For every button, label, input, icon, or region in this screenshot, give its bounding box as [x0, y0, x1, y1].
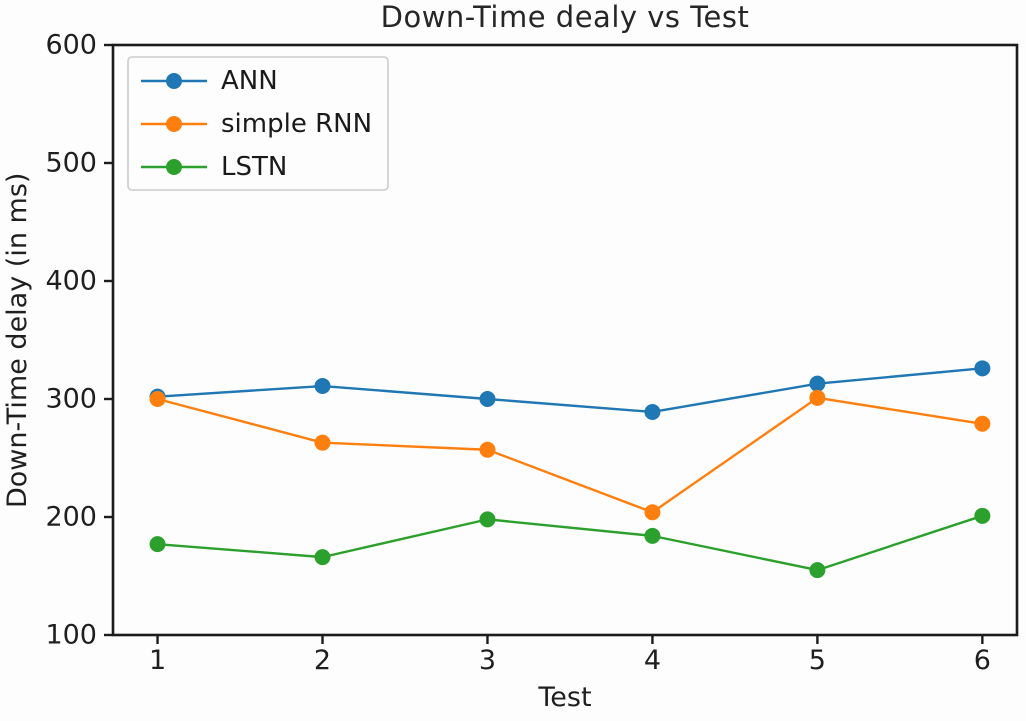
series-simple-rnn [149, 389, 991, 521]
y-axis-label: Down-Time delay (in ms) [2, 172, 33, 508]
x-axis-label: Test [538, 682, 592, 713]
x-tick-label-1: 1 [149, 645, 166, 676]
x-tick-label-6: 6 [974, 645, 991, 676]
marker-ann-4 [644, 403, 661, 420]
marker-simple-rnn-4 [644, 504, 661, 521]
series-line-ann [156, 367, 984, 414]
legend-label-lstn: LSTN [221, 152, 287, 182]
legend-marker-ann [166, 73, 182, 89]
legend-marker-simple-rnn [166, 116, 182, 132]
y-tick-label-500: 500 [45, 148, 97, 179]
y-tick-label-200: 200 [45, 502, 97, 533]
marker-ann-3 [479, 391, 496, 407]
legend-item-ann: ANN [141, 66, 278, 96]
y-axis: 100 200 300 400 500 600 [45, 30, 113, 651]
legend: ANN simple RNN LSTN [127, 56, 389, 191]
legend-label-ann: ANN [221, 66, 278, 96]
marker-lstn-3 [479, 511, 496, 528]
legend-item-lstn: LSTN [141, 152, 287, 182]
x-axis: 1 2 3 4 5 6 [149, 635, 991, 676]
y-tick-label-600: 600 [45, 30, 97, 61]
marker-simple-rnn-6 [974, 415, 991, 432]
marker-lstn-2 [314, 549, 331, 566]
marker-lstn-5 [809, 562, 826, 579]
series-ann [149, 360, 991, 420]
legend-box [127, 56, 389, 191]
x-tick-label-4: 4 [644, 645, 661, 676]
marker-lstn-6 [974, 507, 991, 524]
legend-marker-lstn [166, 159, 182, 175]
legend-item-simple-rnn: simple RNN [141, 109, 372, 139]
marker-simple-rnn-2 [314, 434, 331, 451]
marker-ann-2 [314, 378, 331, 395]
legend-label-simple-rnn: simple RNN [221, 109, 372, 139]
x-tick-label-2: 2 [314, 645, 331, 676]
x-tick-label-3: 3 [479, 645, 496, 676]
marker-ann-6 [974, 360, 991, 377]
y-tick-label-300: 300 [45, 384, 97, 415]
series-line-simple-rnn [156, 396, 984, 514]
y-tick-label-100: 100 [45, 620, 97, 651]
marker-simple-rnn-3 [479, 441, 496, 458]
marker-lstn-4 [644, 527, 661, 544]
marker-lstn-1 [149, 536, 166, 553]
marker-simple-rnn-1 [149, 391, 166, 407]
y-tick-label-400: 400 [45, 266, 97, 297]
series-lstn [149, 507, 991, 579]
marker-ann-5 [809, 375, 826, 392]
x-tick-label-5: 5 [809, 645, 826, 676]
series-line-lstn [156, 514, 984, 572]
marker-simple-rnn-5 [809, 389, 826, 406]
plot-frame [111, 43, 1019, 637]
chart-title: Down-Time dealy vs Test [380, 0, 750, 34]
